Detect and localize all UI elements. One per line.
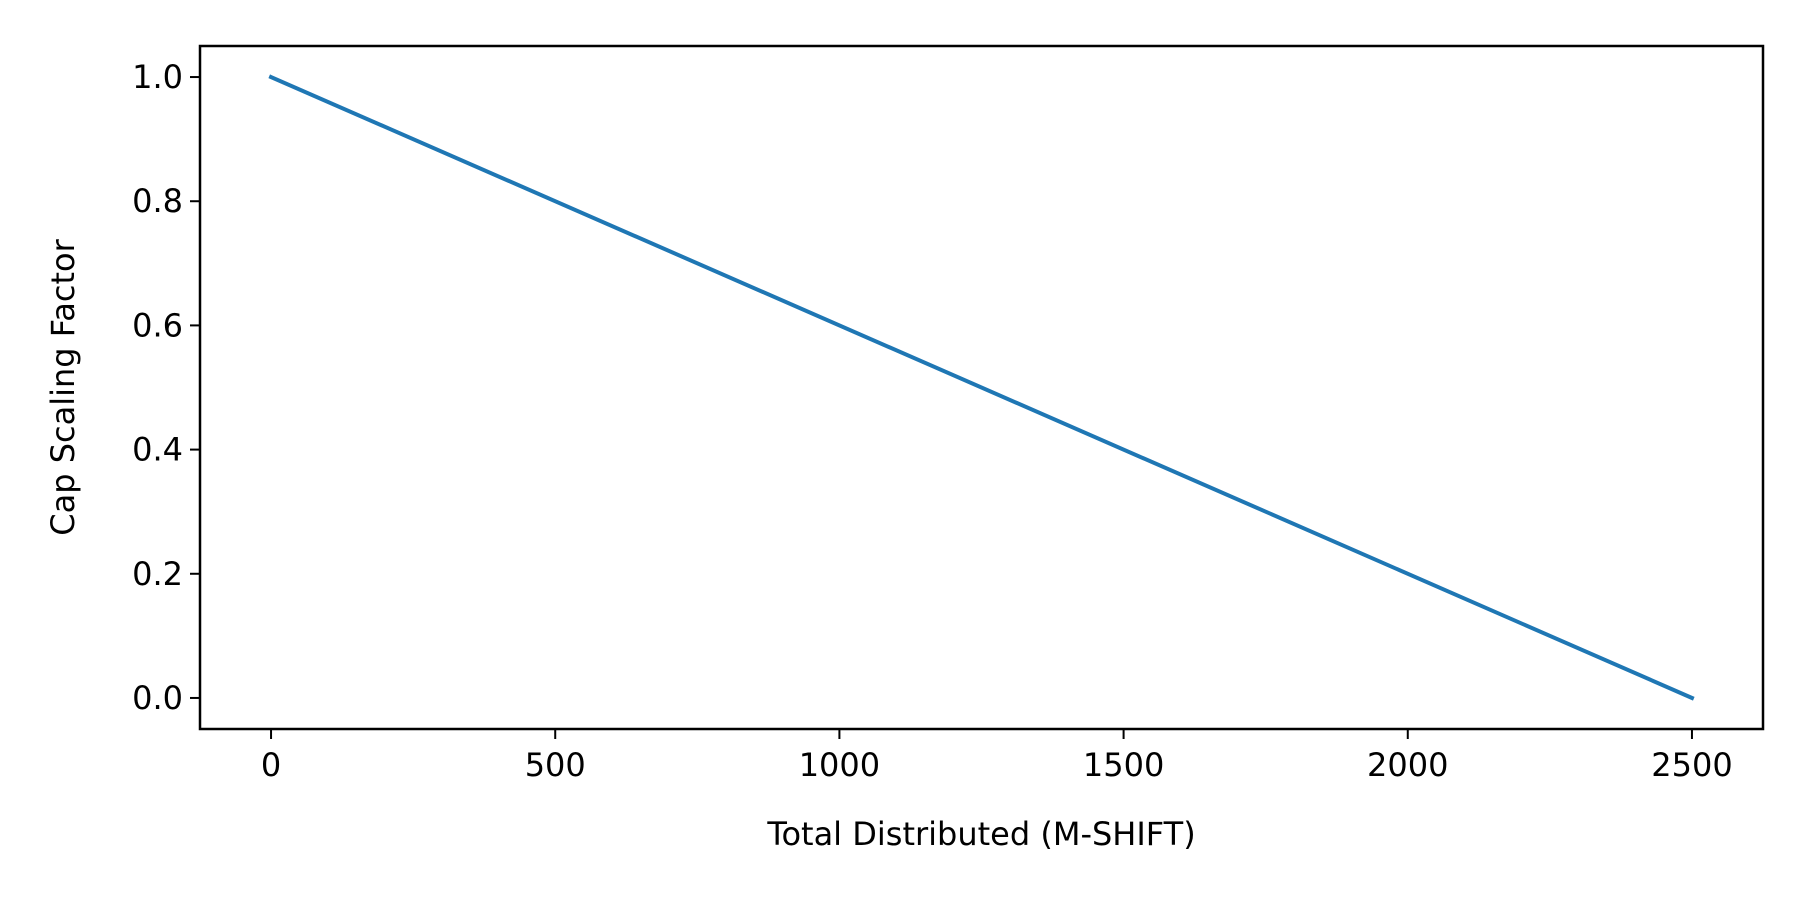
y-axis-ticks: 0.0 0.2 0.4 0.6 0.8 1.0	[132, 58, 200, 717]
y-tick-label: 0.0	[132, 679, 183, 717]
x-tick-label: 2000	[1367, 746, 1448, 784]
y-tick-label: 0.8	[132, 182, 183, 220]
series-line	[268, 74, 1695, 701]
series-layer	[268, 74, 1695, 701]
x-tick-label: 500	[525, 746, 586, 784]
plot-frame	[198, 44, 1765, 731]
x-axis-label: Total Distributed (M-SHIFT)	[766, 815, 1195, 853]
x-axis-ticks: 0 500 1000 1500 2000 2500	[261, 729, 1733, 784]
x-tick-label: 0	[261, 746, 281, 784]
x-tick-label: 1000	[799, 746, 880, 784]
y-tick-label: 1.0	[132, 58, 183, 96]
y-tick-label: 0.4	[132, 431, 183, 469]
y-tick-label: 0.6	[132, 306, 183, 344]
x-tick-label: 2500	[1651, 746, 1732, 784]
x-tick-label: 1500	[1083, 746, 1164, 784]
y-tick-label: 0.2	[132, 555, 183, 593]
y-axis-label: Cap Scaling Factor	[44, 238, 82, 535]
